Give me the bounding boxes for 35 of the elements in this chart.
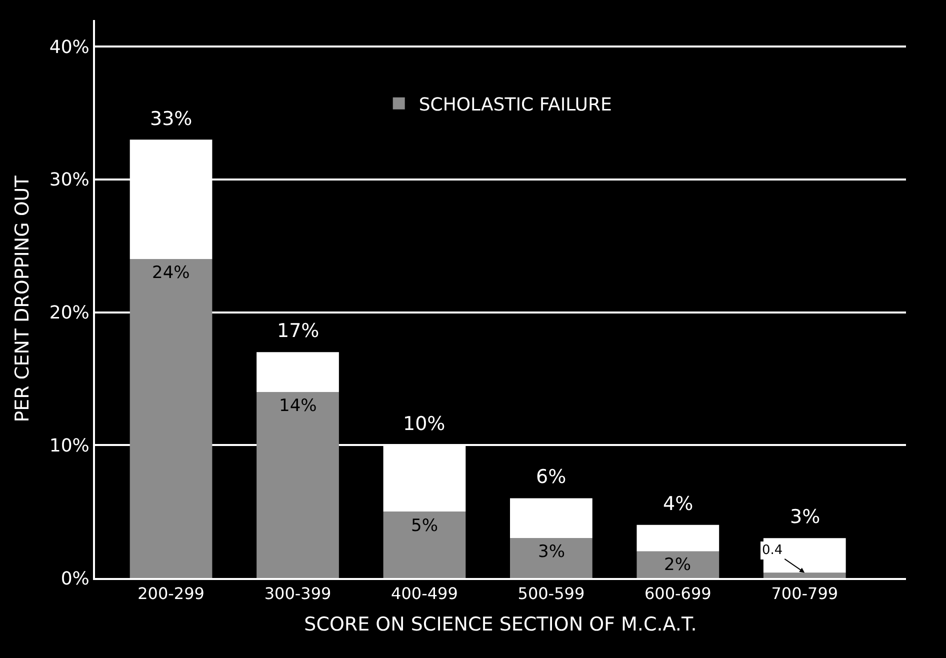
y-tick-label: 20% [49,302,90,324]
total-label: 4% [663,493,694,515]
total-label: 33% [150,108,192,130]
x-tick-label: 600-699 [644,584,712,604]
data-label: 5% [411,516,438,536]
x-tick-label: 700-799 [771,584,838,604]
y-axis-title: PER CENT DROPPING OUT [12,175,34,422]
bar [510,538,592,578]
data-label: 2% [664,555,691,575]
x-axis-title: SCORE ON SCIENCE SECTION OF M.C.A.T. [304,614,697,636]
data-label: 14% [279,396,317,416]
bar [256,352,339,392]
total-label: 10% [403,413,446,435]
total-label: 17% [277,320,320,342]
y-tick-label: 0% [60,568,90,590]
bar [383,512,466,578]
y-tick-label: 30% [49,170,90,191]
x-tick-label: 400-499 [391,584,458,604]
data-label: 3% [538,542,565,562]
legend-label: SCHOLASTIC FAILURE [418,94,612,116]
data-label: 24% [152,263,190,283]
bar [636,551,720,578]
data-label: 0.4 [762,543,783,558]
x-tick-label: 300-399 [264,584,332,604]
bar [256,392,339,578]
bar [510,498,592,538]
bar [763,572,846,578]
bar [130,259,212,578]
total-label: 6% [536,466,566,488]
y-tick-label: 40% [49,36,90,58]
total-label: 3% [790,506,820,528]
bar [636,524,720,552]
x-tick-label: 500-599 [518,584,585,604]
x-tick-label: 200-299 [138,584,204,604]
y-tick-label: 10% [49,435,90,456]
